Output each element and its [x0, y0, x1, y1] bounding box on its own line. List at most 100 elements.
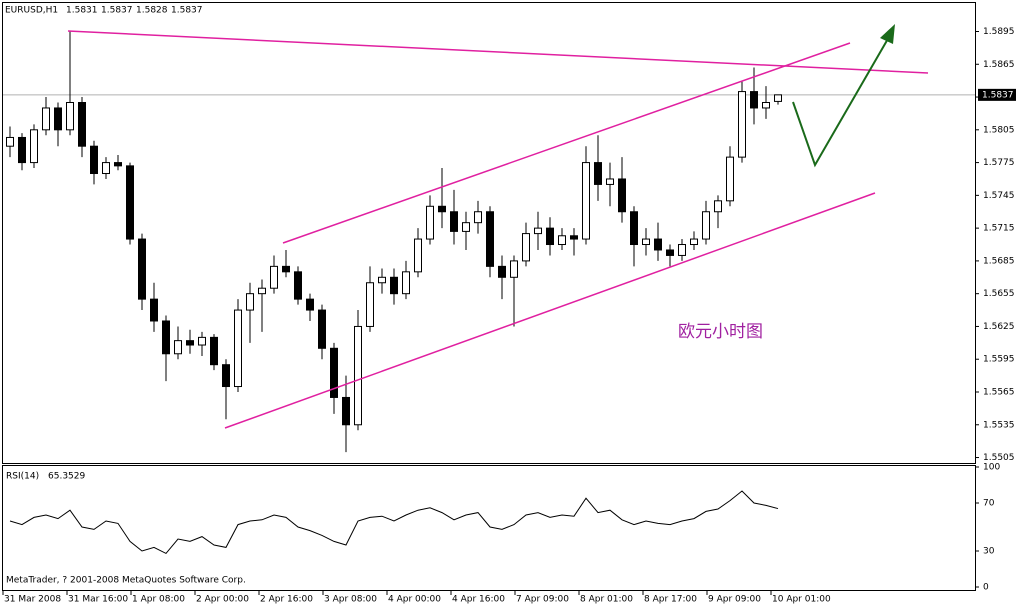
- candle-body: [282, 265, 290, 273]
- candle-body: [354, 325, 362, 426]
- y-tick-label: 70: [983, 499, 995, 509]
- candle-body: [522, 233, 530, 262]
- y-tick-label: 1.5805: [983, 125, 1015, 135]
- candle-body: [702, 211, 710, 240]
- candle-body: [330, 347, 338, 398]
- ohlc-close: 1.5837: [171, 6, 203, 16]
- channel-lower: [224, 192, 876, 429]
- candle-body: [762, 102, 770, 109]
- y-tick-label: 1.5565: [983, 387, 1015, 397]
- candle-body: [162, 320, 170, 355]
- y-tick-label: 1.5685: [983, 256, 1015, 266]
- candle-body: [246, 293, 254, 311]
- y-tick-label: 1.5745: [983, 191, 1015, 201]
- candle-body: [690, 238, 698, 246]
- rsi-value: 65.3529: [48, 472, 85, 482]
- x-tick-label: 9 Apr 09:00: [708, 595, 761, 605]
- candle-body: [510, 260, 518, 278]
- y-tick-label: 1.5655: [983, 289, 1015, 299]
- ohlc-high: 1.5837: [101, 6, 133, 16]
- y-tick-label: 1.5595: [983, 355, 1015, 365]
- x-tick-label: 31 Mar 16:00: [68, 595, 128, 605]
- y-tick-label: 1.5535: [983, 420, 1015, 430]
- candle-body: [126, 165, 134, 240]
- candle-body: [474, 211, 482, 224]
- candle-body: [270, 265, 278, 289]
- y-tick-label: 30: [983, 547, 995, 557]
- candle-body: [114, 162, 122, 167]
- ohlc-low: 1.5828: [136, 6, 168, 16]
- arrow-head: [880, 24, 895, 44]
- candle-body: [774, 94, 782, 102]
- candle-body: [198, 336, 206, 346]
- x-tick-label: 10 Apr 01:00: [772, 595, 831, 605]
- candle-body: [150, 298, 158, 322]
- symbol-label: EURUSD,H1: [5, 6, 58, 16]
- candle-body: [426, 205, 434, 240]
- candle-body: [222, 364, 230, 388]
- candle-body: [30, 129, 38, 164]
- annotation: 欧元小时图: [678, 322, 763, 342]
- candle-body: [258, 287, 266, 295]
- price-tag-label: 1.5837: [982, 90, 1014, 100]
- candle-body: [678, 244, 686, 256]
- candle-body: [498, 265, 506, 278]
- candle-body: [606, 178, 614, 185]
- candle-body: [582, 162, 590, 240]
- candle-body: [234, 309, 242, 388]
- rsi-layer: [9, 490, 779, 555]
- candle-body: [654, 238, 662, 251]
- candle-body: [210, 336, 218, 366]
- x-tick-label: 7 Apr 09:00: [516, 595, 569, 605]
- candle-body: [42, 107, 50, 131]
- candle-body: [546, 227, 554, 246]
- price-layer: [3, 31, 975, 453]
- candle-body: [306, 298, 314, 311]
- candle-body: [738, 91, 746, 158]
- footer: MetaTrader, ? 2001-2008 MetaQuotes Softw…: [6, 576, 246, 586]
- candle-body: [402, 271, 410, 295]
- candle-body: [750, 91, 758, 109]
- y-tick-label: 1.5715: [983, 224, 1015, 234]
- candle-body: [642, 238, 650, 246]
- x-tick-label: 8 Apr 17:00: [644, 595, 697, 605]
- y-tick-label: 100: [983, 463, 1000, 473]
- candle-body: [102, 162, 110, 175]
- candle-body: [714, 200, 722, 213]
- x-tick-label: 1 Apr 08:00: [132, 595, 185, 605]
- y-tick-label: 0: [983, 583, 989, 593]
- candle-body: [174, 340, 182, 355]
- candle-body: [666, 249, 674, 256]
- candle-body: [390, 276, 398, 295]
- candle-body: [726, 156, 734, 202]
- candle-body: [534, 227, 542, 235]
- x-tick-label: 2 Apr 16:00: [260, 595, 313, 605]
- forecast-arrow: [792, 29, 894, 168]
- candle-body: [66, 102, 74, 131]
- price-tag: [978, 88, 1016, 101]
- candle-body: [594, 162, 602, 185]
- candle-body: [342, 396, 350, 426]
- candle-body: [438, 205, 446, 213]
- x-tick-label: 31 Mar 2008: [4, 595, 61, 605]
- candle-body: [462, 222, 470, 232]
- candle-body: [630, 211, 638, 246]
- candle-body: [486, 211, 494, 267]
- x-tick-label: 4 Apr 16:00: [452, 595, 505, 605]
- x-tick-label: 3 Apr 08:00: [324, 595, 377, 605]
- candle-body: [90, 145, 98, 175]
- candle-body: [186, 340, 194, 346]
- x-tick-label: 8 Apr 01:00: [580, 595, 633, 605]
- y-tick-label: 1.5775: [983, 158, 1015, 168]
- rsi-title: RSI(14): [6, 472, 39, 482]
- candle-body: [6, 136, 14, 147]
- candle-body: [558, 235, 566, 246]
- candle-body: [294, 271, 302, 300]
- candle-body: [54, 107, 62, 131]
- candle-body: [570, 235, 578, 240]
- ohlc-open: 1.5831: [66, 6, 98, 16]
- candle-body: [618, 178, 626, 213]
- candle-body: [18, 136, 26, 164]
- x-tick-label: 4 Apr 00:00: [388, 595, 441, 605]
